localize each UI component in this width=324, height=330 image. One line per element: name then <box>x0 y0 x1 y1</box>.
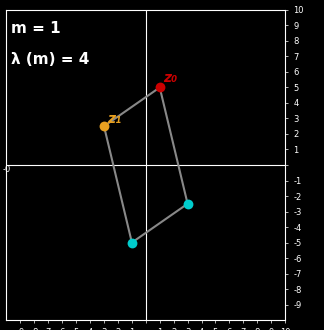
Point <box>185 201 190 207</box>
Text: -0: -0 <box>2 165 11 174</box>
Point <box>157 85 162 90</box>
Text: m = 1: m = 1 <box>11 21 60 36</box>
Text: z₀: z₀ <box>163 71 178 85</box>
Text: z₁: z₁ <box>108 112 122 126</box>
Text: λ (m) = 4: λ (m) = 4 <box>11 52 89 67</box>
Point <box>101 124 107 129</box>
Point <box>129 240 134 245</box>
